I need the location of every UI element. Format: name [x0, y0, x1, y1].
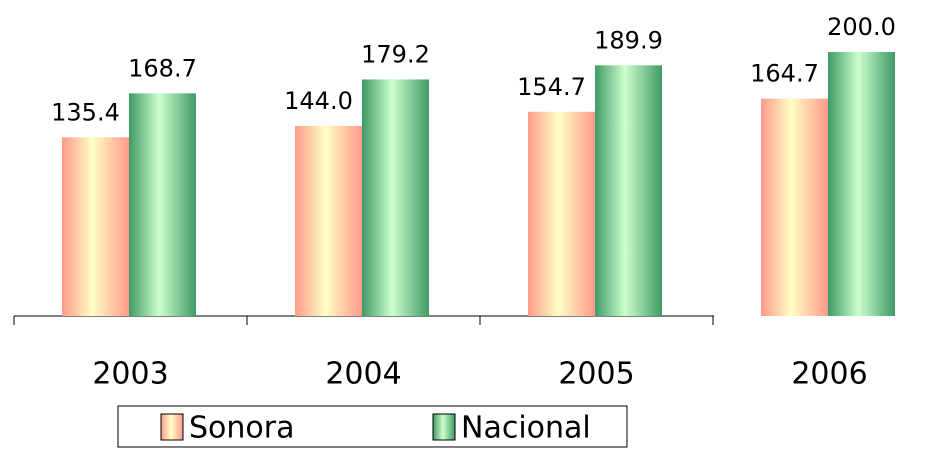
data-label: 168.7	[128, 54, 197, 82]
bar	[362, 79, 429, 317]
data-label: 154.7	[517, 73, 586, 101]
data-label: 135.4	[51, 98, 120, 126]
x-tick-label: 2004	[325, 357, 401, 392]
data-label: 179.2	[361, 40, 430, 68]
bar	[62, 137, 129, 316]
bar	[761, 98, 828, 316]
legend-label: Nacional	[461, 411, 591, 446]
data-label: 200.0	[827, 13, 896, 41]
x-tick-label: 2005	[558, 357, 634, 392]
bar	[129, 93, 196, 316]
x-tick-label: 2006	[791, 357, 867, 392]
data-label: 189.9	[594, 26, 663, 54]
legend-swatch	[432, 413, 456, 441]
legend-label: Sonora	[189, 411, 294, 446]
data-label: 144.0	[284, 87, 353, 115]
bar	[595, 65, 662, 316]
legend-swatch	[160, 413, 184, 441]
data-label: 164.7	[750, 60, 819, 88]
bar	[528, 111, 595, 317]
bar	[828, 52, 895, 316]
x-tick-label: 2003	[92, 357, 168, 392]
bar	[295, 125, 362, 316]
legend-box	[117, 405, 628, 448]
